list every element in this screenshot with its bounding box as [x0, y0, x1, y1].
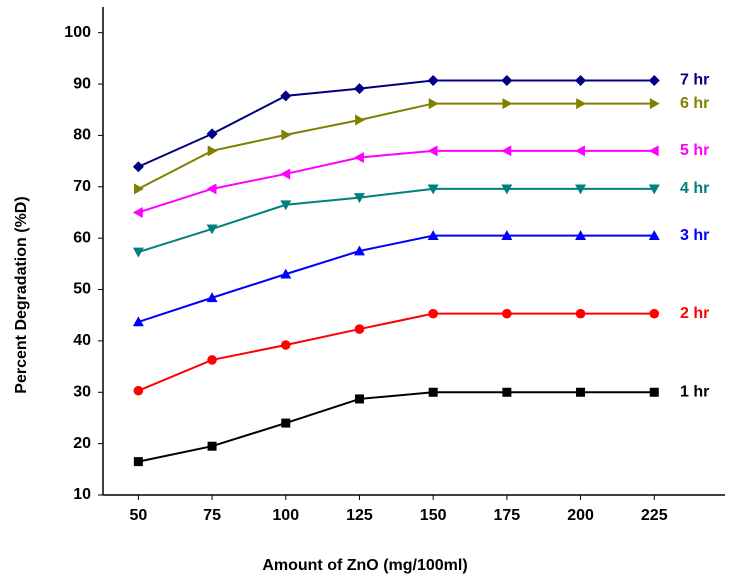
marker	[575, 145, 585, 156]
x-tick-label: 100	[272, 507, 299, 524]
marker	[134, 457, 143, 466]
x-tick-label: 150	[420, 507, 447, 524]
marker	[133, 161, 144, 172]
x-tick-label: 225	[641, 507, 668, 524]
series-label: 4 hr	[680, 180, 709, 197]
y-tick-label: 90	[73, 75, 91, 92]
y-tick-label: 60	[73, 229, 91, 246]
series-line	[138, 104, 654, 189]
y-tick-label: 30	[73, 383, 91, 400]
x-tick-label: 75	[203, 507, 221, 524]
marker	[207, 355, 217, 365]
marker	[428, 75, 439, 86]
series-label: 6 hr	[680, 95, 709, 112]
x-tick-label: 50	[129, 507, 147, 524]
marker	[281, 419, 290, 428]
marker	[134, 386, 144, 396]
marker	[650, 388, 659, 397]
marker	[280, 168, 290, 179]
marker	[134, 183, 144, 194]
x-tick-label: 125	[346, 507, 373, 524]
page: {"chart_data": {"type": "line", "x_label…	[0, 0, 732, 578]
marker	[280, 90, 291, 101]
marker	[502, 388, 511, 397]
y-tick-label: 10	[73, 486, 91, 503]
y-tick-label: 80	[73, 127, 91, 144]
marker	[576, 309, 586, 319]
marker	[133, 248, 144, 258]
marker	[354, 152, 364, 163]
marker	[208, 442, 217, 451]
marker	[501, 145, 511, 156]
y-axis-title: Percent Degradation (%D)	[13, 196, 30, 393]
marker	[502, 309, 512, 319]
series-label: 3 hr	[680, 227, 709, 244]
marker	[649, 145, 659, 156]
marker	[207, 183, 217, 194]
marker	[649, 309, 659, 319]
marker	[429, 98, 439, 109]
marker	[281, 129, 291, 140]
y-tick-label: 40	[73, 332, 91, 349]
x-tick-label: 200	[567, 507, 594, 524]
marker	[575, 75, 586, 86]
marker	[207, 128, 218, 139]
x-tick-label: 175	[494, 507, 521, 524]
marker	[428, 309, 438, 319]
series-line	[138, 392, 654, 461]
series-label: 7 hr	[680, 72, 709, 89]
series-line	[138, 151, 654, 213]
y-tick-label: 20	[73, 435, 91, 452]
marker	[576, 388, 585, 397]
series-label: 2 hr	[680, 305, 709, 322]
marker	[354, 83, 365, 94]
x-axis-title: Amount of ZnO (mg/100ml)	[262, 557, 467, 574]
marker	[355, 115, 365, 126]
marker	[502, 98, 512, 109]
marker	[355, 324, 365, 334]
series-line	[138, 314, 654, 391]
marker	[428, 145, 438, 156]
marker	[650, 98, 660, 109]
y-tick-label: 50	[73, 281, 91, 298]
marker	[501, 75, 512, 86]
chart: Amount of ZnO (mg/100ml) Percent Degrada…	[0, 0, 732, 578]
marker	[576, 98, 586, 109]
series-label: 5 hr	[680, 142, 709, 159]
marker	[133, 207, 143, 218]
marker	[355, 394, 364, 403]
y-tick-label: 100	[64, 24, 91, 41]
series-label: 1 hr	[680, 383, 709, 400]
series-line	[138, 236, 654, 322]
marker	[649, 75, 660, 86]
marker	[281, 340, 291, 350]
marker	[208, 145, 218, 156]
y-tick-label: 70	[73, 178, 91, 195]
marker	[429, 388, 438, 397]
